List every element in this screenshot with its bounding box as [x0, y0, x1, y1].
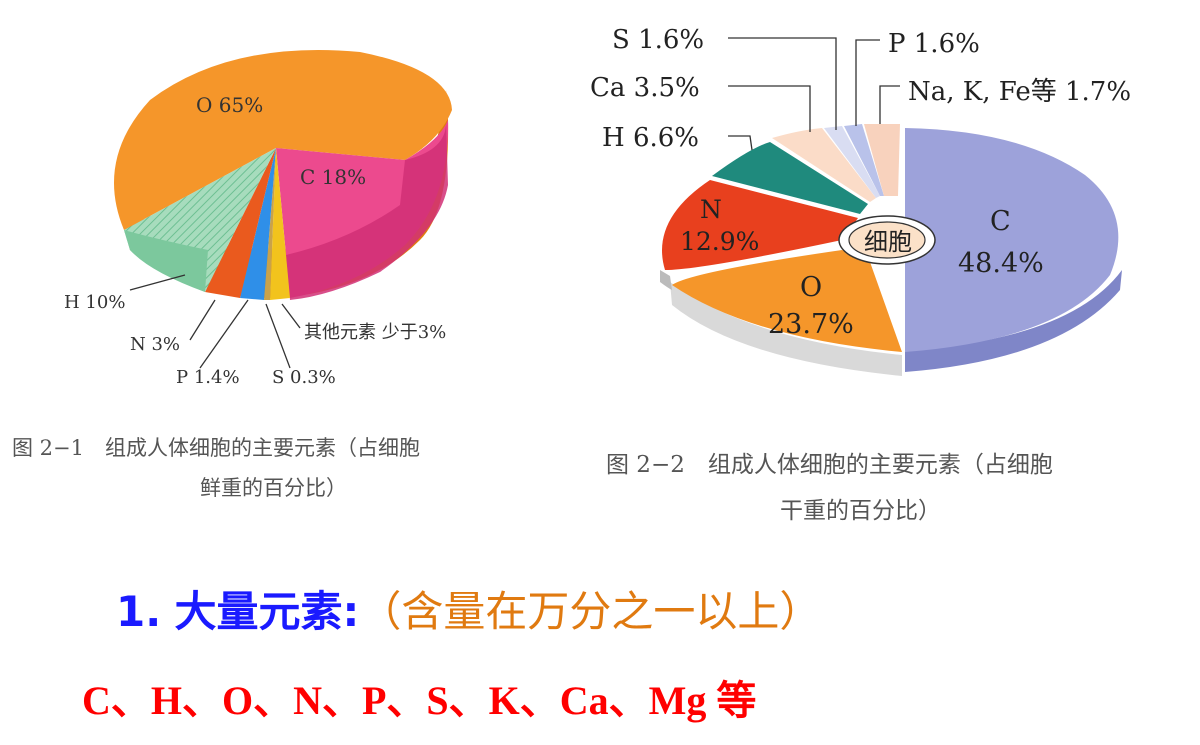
section-heading-text: 大量元素: [174, 587, 360, 636]
pie2-label-h: H 6.6% [602, 123, 699, 153]
pie2-slice-o-side [670, 282, 902, 376]
pie1-slice-others [270, 148, 290, 300]
pie2-slice-n [662, 180, 858, 270]
dry-weight-pie-chart: C 48.4% O 23.7% N 12.9% 细胞 S 1.6% Ca 3.5… [590, 25, 1131, 524]
pie1-leader-lines [129, 274, 301, 369]
pie1-caption-line2: 鲜重的百分比） [200, 476, 347, 500]
pie2-center-label: 细胞 [864, 228, 912, 256]
pie1-slice-c-side [286, 120, 448, 300]
pie2-label-ca: Ca 3.5% [590, 73, 700, 103]
pie1-slice-o [113, 50, 452, 230]
pie1-slice-h-side [124, 230, 208, 292]
pie2-slice-p [844, 124, 884, 196]
pie2-slice-h [712, 142, 868, 214]
section-note: （含量在万分之一以上） [359, 587, 822, 636]
pie2-caption-line1: 图 2−2 组成人体细胞的主要元素（占细胞 [606, 452, 1053, 478]
pie2-slice-n-side [660, 270, 672, 290]
pie2-caption-line2: 干重的百分比） [780, 498, 941, 524]
pie1-slice-n [205, 148, 276, 298]
pie1-slice-p [240, 148, 276, 300]
section-heading: 1. 大量元素:（含量在万分之一以上） [116, 578, 821, 639]
pie1-label-h: H 10% [64, 292, 125, 313]
pie2-label-p: P 1.6% [888, 29, 980, 59]
macro-elements-list: C、H、O、N、P、S、K、Ca、Mg 等 [82, 678, 757, 723]
fresh-weight-pie-chart: O 65% C 18% H 10% N 3% P 1.4% S 0.3% 其他元… [12, 50, 452, 500]
pie1-label-n: N 3% [130, 334, 180, 355]
pie2-slice-nakfe [864, 124, 900, 196]
pie2-label-c: C [990, 206, 1011, 237]
pie2-leader-lines [728, 37, 900, 151]
pie2-slice-o [672, 250, 902, 352]
pie2-slice-c-side [905, 270, 1122, 372]
pie2-label-o: O [800, 272, 822, 303]
pie2-center [848, 221, 926, 259]
pie2-slice-ca [772, 128, 876, 202]
pie2-label-c-value: 48.4% [958, 248, 1044, 279]
pie2-label-s: S 1.6% [612, 25, 704, 55]
section-number: 1. [116, 587, 162, 636]
pie2-label-o-value: 23.7% [768, 309, 854, 340]
pie2-label-n-value: 12.9% [680, 227, 759, 256]
pie1-label-s: S 0.3% [272, 367, 336, 388]
pie1-label-others: 其他元素 少于3% [304, 322, 446, 343]
pie1-label-p: P 1.4% [176, 367, 240, 388]
pie1-label-c: C 18% [300, 165, 366, 189]
pie2-label-nakfe: Na, K, Fe等 1.7% [908, 77, 1131, 107]
pie2-label-n: N [700, 195, 722, 224]
pie2-slice-c [905, 128, 1119, 352]
pie1-caption-line1: 图 2−1 组成人体细胞的主要元素（占细胞 [12, 436, 420, 460]
pie1-label-o: O 65% [196, 93, 263, 117]
pie2-slice-s [824, 126, 880, 198]
